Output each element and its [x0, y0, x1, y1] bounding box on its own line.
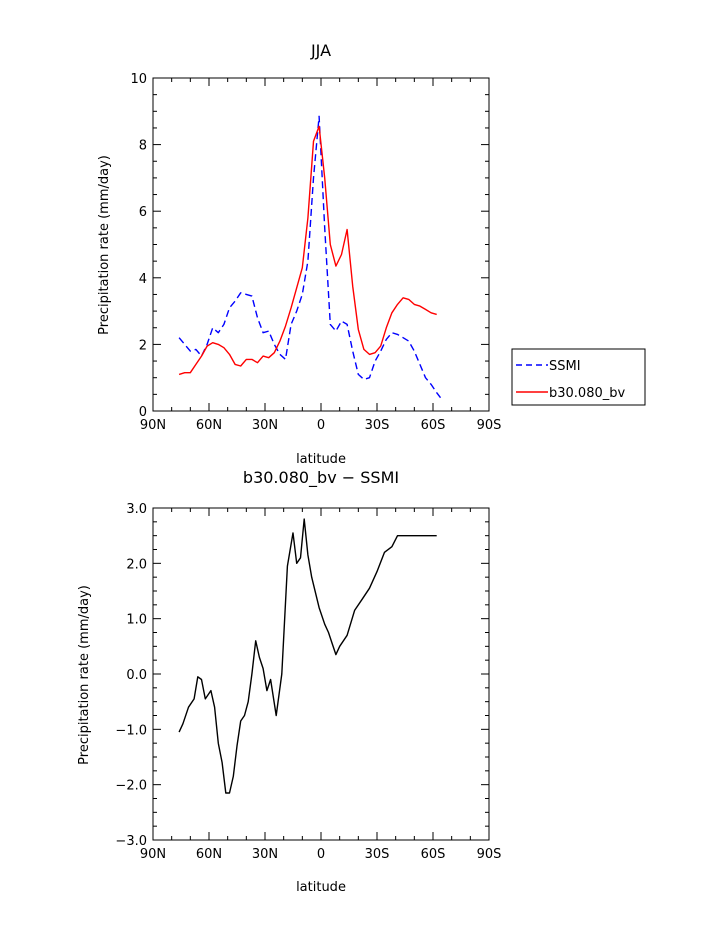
- bottom-chart-x-tick-label: 60S: [421, 847, 446, 862]
- top-chart-plot-frame: [152, 77, 490, 412]
- bottom-chart-x-tick-label: 30N: [252, 847, 278, 862]
- top-chart-x-tick-label: 30N: [252, 418, 278, 433]
- bottom-chart-y-tick-label: −1.0: [115, 723, 147, 738]
- top-chart-y-tick-label: 2: [139, 338, 147, 353]
- top-chart-y-tick-label: 6: [139, 205, 147, 220]
- top-chart-y-tick-label: 8: [139, 139, 147, 154]
- top-chart-y-tick-label: 10: [130, 72, 147, 87]
- top-chart-x-tick-label: 60S: [421, 418, 446, 433]
- top-chart-x-tick-label: 90S: [477, 418, 502, 433]
- bottom-chart-y-tick-label: −3.0: [115, 834, 147, 849]
- top-chart-y-tick-label: 0: [139, 405, 147, 420]
- bottom-chart-x-axis-label: latitude: [296, 880, 346, 895]
- bottom-chart-title: b30.080_bv − SSMI: [243, 468, 399, 488]
- top-chart-title: JJA: [310, 41, 331, 60]
- top-chart-panel: JJA latitude Precipitation rate (mm/day)…: [97, 41, 646, 467]
- bottom-chart-x-tick-label: 0: [317, 847, 325, 862]
- bottom-chart-y-tick-label: 2.0: [126, 557, 147, 572]
- legend-label-ssmi: SSMI: [549, 359, 581, 374]
- legend-box: [511, 348, 646, 406]
- top-chart-y-axis-label: Precipitation rate (mm/day): [97, 155, 112, 335]
- bottom-chart-y-tick-label: 0.0: [126, 668, 147, 683]
- top-chart-x-tick-label: 90N: [140, 418, 166, 433]
- bottom-chart-x-tick-label: 90N: [140, 847, 166, 862]
- top-chart-x-tick-label: 0: [317, 418, 325, 433]
- top-chart-series-line-b30-080-bv: [178, 125, 437, 376]
- bottom-chart-y-tick-label: 1.0: [126, 613, 147, 628]
- top-chart-x-tick-label: 30S: [365, 418, 390, 433]
- bottom-chart-x-tick-label: 30S: [365, 847, 390, 862]
- top-chart-x-axis-label: latitude: [296, 452, 346, 467]
- bottom-chart-y-tick-label: 3.0: [126, 502, 147, 517]
- top-chart-series-line-ssmi: [178, 115, 442, 399]
- top-chart-y-tick-label: 4: [139, 272, 147, 287]
- bottom-chart-y-axis-label: Precipitation rate (mm/day): [77, 585, 92, 765]
- bottom-chart-x-tick-label: 90S: [477, 847, 502, 862]
- bottom-chart-plot-frame: [152, 507, 490, 841]
- bottom-chart-panel: b30.080_bv − SSMI latitude Precipitation…: [77, 468, 501, 895]
- top-chart-x-tick-label: 60N: [196, 418, 222, 433]
- bottom-chart-y-tick-label: −2.0: [115, 779, 147, 794]
- legend-label-b30: b30.080_bv: [549, 386, 625, 401]
- bottom-chart-series-line-difference: [178, 518, 437, 794]
- top-chart-legend: SSMI b30.080_bv: [511, 348, 646, 406]
- bottom-chart-x-tick-label: 60N: [196, 847, 222, 862]
